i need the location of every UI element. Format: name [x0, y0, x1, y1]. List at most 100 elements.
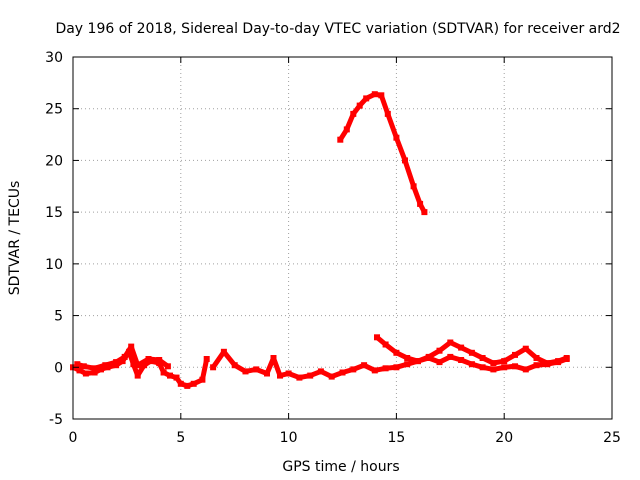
data-point [393, 364, 400, 371]
data-point [512, 351, 518, 358]
data-point [220, 348, 227, 355]
data-point [145, 356, 152, 362]
data-point [317, 368, 324, 375]
data-point [160, 369, 167, 376]
data-point [490, 366, 497, 373]
y-tick-label: 0 [54, 360, 63, 376]
data-point [361, 362, 368, 369]
data-point [563, 355, 570, 361]
data-point [210, 364, 217, 371]
grid-lines [73, 57, 612, 419]
data-point [343, 126, 350, 133]
data-point [384, 110, 391, 117]
data-point [167, 372, 173, 379]
data-point [501, 364, 508, 371]
data-point [533, 355, 540, 361]
data-point [447, 339, 454, 346]
x-axis-label: GPS time / hours [282, 459, 399, 475]
x-tick-label: 15 [387, 430, 405, 446]
data-point [82, 370, 89, 377]
y-axis-label: SDTVAR / TECUs [7, 181, 23, 296]
data-point [113, 362, 120, 369]
data-point [203, 356, 210, 362]
data-point [436, 347, 443, 354]
data-point [128, 343, 135, 350]
y-tick-label: 25 [45, 102, 63, 118]
data-point [458, 344, 465, 351]
data-point [339, 369, 346, 376]
y-tick-label: 5 [54, 309, 63, 325]
data-series [70, 91, 570, 389]
data-point [402, 157, 408, 164]
data-point [382, 365, 389, 372]
data-point [425, 353, 432, 360]
data-point [512, 363, 518, 370]
chart-title: Day 196 of 2018, Sidereal Day-to-day VTE… [55, 21, 620, 37]
data-point [350, 110, 357, 117]
data-point [468, 349, 475, 356]
x-tick-label: 10 [280, 430, 298, 446]
data-point [74, 361, 81, 368]
plot-frame [72, 56, 613, 420]
data-point [76, 367, 83, 374]
data-point [371, 367, 378, 374]
data-point [130, 361, 137, 368]
data-point [479, 355, 486, 361]
y-tick-label: 10 [45, 257, 63, 273]
y-tick-label: 15 [45, 205, 63, 221]
data-point [156, 360, 163, 367]
data-point [91, 365, 98, 372]
y-tick-label: 20 [45, 153, 63, 169]
data-point [285, 370, 292, 377]
data-point [98, 366, 104, 373]
data-point [264, 370, 270, 377]
data-point [404, 355, 411, 361]
x-tick-label: 20 [495, 430, 513, 446]
data-point [141, 362, 148, 369]
data-point [458, 357, 465, 363]
data-point [184, 382, 191, 389]
data-point [555, 358, 562, 365]
data-point [190, 380, 197, 387]
data-point [363, 95, 370, 102]
data-point [242, 368, 249, 375]
data-point [296, 374, 303, 381]
data-point [393, 134, 400, 141]
x-tick-label: 0 [69, 430, 78, 446]
data-point [490, 360, 497, 367]
data-point [533, 362, 540, 369]
data-point [134, 372, 141, 379]
data-point [468, 361, 475, 368]
data-point [121, 353, 128, 360]
y-tick-label: -5 [49, 412, 63, 428]
data-point [134, 362, 141, 369]
data-point [277, 372, 283, 379]
data-point [410, 183, 417, 190]
data-point [374, 334, 380, 341]
data-point [337, 136, 344, 143]
data-point [522, 366, 529, 373]
data-point [382, 341, 389, 348]
data-point [253, 366, 260, 373]
data-point [119, 358, 126, 365]
data-point [199, 376, 206, 383]
data-point [356, 102, 363, 109]
data-point [80, 363, 87, 370]
x-tick-label: 25 [603, 430, 621, 446]
data-point [421, 209, 428, 216]
data-point [156, 357, 163, 363]
data-point [173, 374, 180, 381]
y-tick-label: 30 [45, 50, 63, 66]
data-point [231, 362, 238, 369]
data-point [404, 361, 411, 368]
data-series-line-1 [70, 349, 210, 389]
data-point [479, 364, 486, 371]
data-point [164, 363, 171, 370]
data-point [415, 358, 421, 365]
data-point [307, 372, 314, 379]
data-point [378, 92, 385, 99]
data-point [447, 353, 454, 360]
x-tick-label: 5 [176, 430, 185, 446]
data-point [91, 369, 98, 376]
